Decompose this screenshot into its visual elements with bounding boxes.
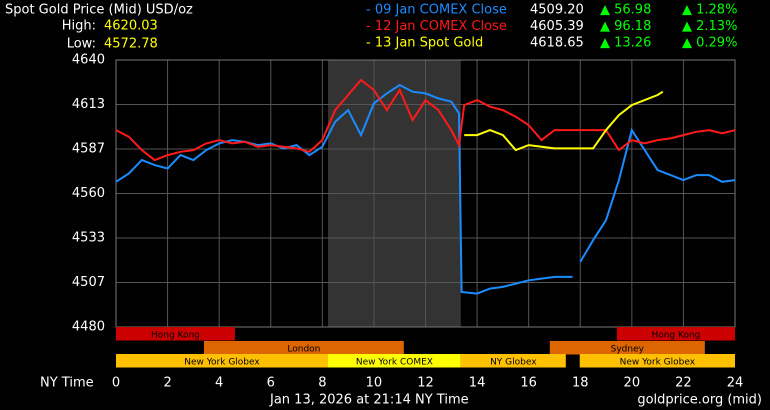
price-line — [115, 78, 736, 162]
high-label: High: — [62, 19, 96, 34]
session-bar — [116, 327, 235, 341]
session-label: Sydney — [611, 344, 645, 354]
legend-price: 4605.39 — [530, 19, 584, 34]
x-tick-label: 4 — [215, 376, 223, 391]
low-value: 4572.78 — [104, 37, 158, 52]
price-line — [464, 90, 664, 152]
x-tick-label: 6 — [267, 376, 275, 391]
y-tick-label: 4533 — [72, 231, 105, 246]
chart-title: Spot Gold Price (Mid) USD/oz — [5, 3, 193, 18]
session-bar — [203, 341, 404, 355]
high-value: 4620.03 — [104, 19, 158, 34]
legend-name: - 13 Jan Spot Gold — [366, 36, 483, 51]
y-tick-label: 4613 — [72, 97, 105, 112]
price-line — [115, 83, 573, 295]
x-tick-label: 10 — [366, 376, 383, 391]
session-bar — [328, 354, 461, 368]
session-bar — [116, 354, 329, 368]
session-label: Hong Kong — [651, 330, 700, 340]
x-tick-label: 2 — [163, 376, 171, 391]
session-label: London — [287, 344, 320, 354]
x-tick-label: 24 — [727, 376, 744, 391]
price-line — [579, 127, 736, 263]
session-label: New York Globex — [620, 357, 696, 367]
x-tick-label: 14 — [469, 376, 486, 391]
x-axis-label: NY Time — [40, 376, 94, 391]
y-tick-label: 4640 — [72, 53, 105, 68]
y-tick-label: 4480 — [72, 320, 105, 335]
session-bar — [460, 354, 566, 368]
legend-change: ▲ 96.18 — [600, 19, 651, 34]
legend-price: 4618.65 — [530, 36, 584, 51]
x-tick-label: 8 — [318, 376, 326, 391]
source: goldprice.org (mid) — [637, 393, 762, 408]
x-tick-label: 22 — [675, 376, 692, 391]
y-tick-label: 4507 — [72, 275, 105, 290]
legend-change-pct: ▲ 0.29% — [682, 36, 737, 51]
session-label: Hong Kong — [151, 330, 200, 340]
session-bar — [549, 341, 705, 355]
session-bar — [616, 327, 735, 341]
legend-name: - 09 Jan COMEX Close — [366, 3, 507, 18]
y-tick-label: 4587 — [72, 141, 105, 156]
footer: Jan 13, 2026 at 21:14 NY Time — [269, 393, 469, 408]
legend-name: - 12 Jan COMEX Close — [366, 19, 507, 34]
low-label: Low: — [67, 37, 96, 52]
x-tick-label: 0 — [112, 376, 120, 391]
x-tick-label: 18 — [572, 376, 589, 391]
legend-change-pct: ▲ 2.13% — [682, 19, 737, 34]
legend-change: ▲ 13.26 — [600, 36, 651, 51]
plot-border — [115, 59, 736, 328]
session-label: New York COMEX — [356, 357, 433, 367]
session-label: New York Globex — [184, 357, 260, 367]
legend-change-pct: ▲ 1.28% — [682, 3, 737, 18]
x-tick-label: 16 — [520, 376, 537, 391]
x-tick-label: 20 — [624, 376, 641, 391]
legend-price: 4509.20 — [530, 3, 584, 18]
x-tick-label: 12 — [417, 376, 434, 391]
session-label: NY Globex — [490, 357, 537, 367]
y-tick-label: 4560 — [72, 186, 105, 201]
session-bar — [579, 354, 735, 368]
legend-change: ▲ 56.98 — [600, 3, 651, 18]
